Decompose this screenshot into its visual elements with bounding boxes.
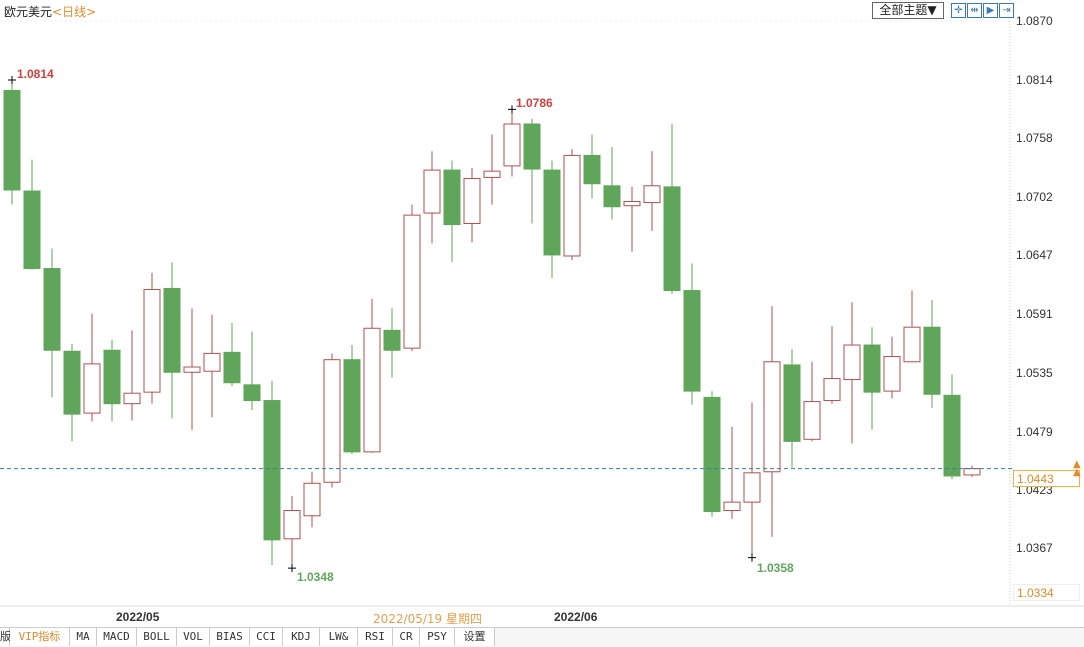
extreme-marker-icon [748, 553, 756, 562]
candle-up [323, 359, 341, 483]
candle-up [503, 123, 521, 167]
step-forward-icon[interactable]: ▶ [983, 3, 998, 18]
candle-up [463, 177, 481, 225]
tab-vip[interactable]: VIP指标 [10, 628, 70, 646]
candle-down [923, 326, 941, 395]
extreme-marker-icon [508, 105, 516, 114]
tab-settings[interactable]: 设置 [455, 628, 495, 646]
price-axis-label: 1.0702 [1016, 190, 1053, 204]
price-axis-label: 1.0814 [1016, 73, 1053, 87]
low-label: 1.0348 [297, 570, 334, 584]
price-arrow-icon[interactable]: ▲ ▲ [1073, 459, 1081, 478]
candle-up [143, 289, 161, 393]
price-axis-label: 1.0870 [1016, 14, 1053, 28]
tab-indicator[interactable]: MACD [97, 628, 137, 646]
zoom-in-icon[interactable]: ⇹ [967, 3, 982, 18]
current-price-label: 1.0443 [1013, 470, 1080, 487]
candle-down [3, 89, 21, 191]
candle-down [863, 344, 881, 393]
high-label: 1.0786 [516, 96, 553, 110]
candle-up [183, 366, 201, 373]
price-axis-label: 1.0479 [1016, 425, 1053, 439]
candle-up [283, 510, 301, 540]
candle-up [303, 482, 321, 517]
candle-down [243, 384, 261, 402]
price-axis-label: 1.0758 [1016, 131, 1053, 145]
tab-indicator[interactable]: MA [70, 628, 97, 646]
candle-up [803, 401, 821, 440]
tab-indicator[interactable]: 版 [0, 628, 11, 646]
candle-up [743, 472, 761, 503]
candle-up [763, 361, 781, 473]
min-price-label: 1.0334 [1013, 584, 1080, 601]
candle-up [423, 169, 441, 214]
tab-indicator[interactable]: PSY [420, 628, 455, 646]
go-latest-icon[interactable]: ⇥ [999, 3, 1014, 18]
candle-down [103, 349, 121, 405]
chart-title: 欧元美元<日线> [4, 3, 96, 20]
indicator-tabs: 版 VIP指标 MA MACD BOLL VOL BIAS CCI KDJ LW& RSI CR PSY… [0, 627, 1084, 647]
candle-down [443, 169, 461, 226]
candle-down [543, 169, 561, 256]
candle-down [63, 350, 81, 415]
candle-up [83, 363, 101, 414]
candle-down [43, 268, 61, 351]
candle-down [943, 394, 961, 477]
price-axis-label: 1.0367 [1016, 541, 1053, 555]
candle-up [123, 392, 141, 405]
candlestick-chart[interactable] [0, 0, 1084, 627]
candle-down [163, 287, 181, 373]
candle-up [363, 327, 381, 453]
low-label: 1.0358 [757, 561, 794, 575]
candle-up [623, 201, 641, 207]
tab-indicator[interactable]: RSI [358, 628, 393, 646]
date-label: 2022/05 [116, 610, 160, 624]
tab-indicator[interactable]: VOL [177, 628, 210, 646]
candle-down [223, 351, 241, 384]
candle-down [603, 185, 621, 208]
theme-dropdown[interactable]: 全部主题▼ [872, 2, 944, 19]
candle-up [963, 468, 981, 476]
candle-down [383, 329, 401, 351]
crosshair-icon[interactable]: ✛ [951, 3, 966, 18]
candle-up [643, 185, 661, 204]
tab-indicator[interactable]: CR [393, 628, 420, 646]
candle-down [683, 290, 701, 392]
candle-down [703, 396, 721, 513]
candle-up [903, 326, 921, 363]
tab-indicator[interactable]: CCI [250, 628, 283, 646]
extreme-marker-icon [8, 76, 16, 84]
candle-up [563, 154, 581, 257]
crosshair-date-label: 2022/05/19 星期四 [373, 612, 482, 626]
candle-down [583, 154, 601, 185]
candle-up [483, 170, 501, 178]
tab-indicator[interactable]: BOLL [137, 628, 177, 646]
candle-up [843, 344, 861, 381]
tab-indicator[interactable]: LW& [320, 628, 358, 646]
candle-down [343, 359, 361, 453]
period-label: <日线> [52, 5, 97, 19]
candle-down [523, 123, 541, 170]
candle-up [203, 352, 221, 372]
tab-indicator[interactable]: BIAS [210, 628, 250, 646]
symbol-name: 欧元美元 [4, 5, 53, 19]
candle-down [263, 400, 281, 541]
candle-up [883, 356, 901, 392]
candle-up [403, 214, 421, 349]
date-label: 2022/06 [554, 610, 598, 624]
candle-up [823, 378, 841, 402]
price-axis-label: 1.0647 [1016, 248, 1053, 262]
extreme-marker-icon [288, 564, 296, 573]
candle-up [723, 501, 741, 512]
high-label: 1.0814 [17, 67, 54, 81]
candle-down [783, 364, 801, 442]
tab-indicator[interactable]: KDJ [283, 628, 320, 646]
price-axis-label: 1.0591 [1016, 307, 1053, 321]
candle-down [23, 190, 41, 270]
candle-down [663, 186, 681, 292]
price-axis-label: 1.0535 [1016, 366, 1053, 380]
